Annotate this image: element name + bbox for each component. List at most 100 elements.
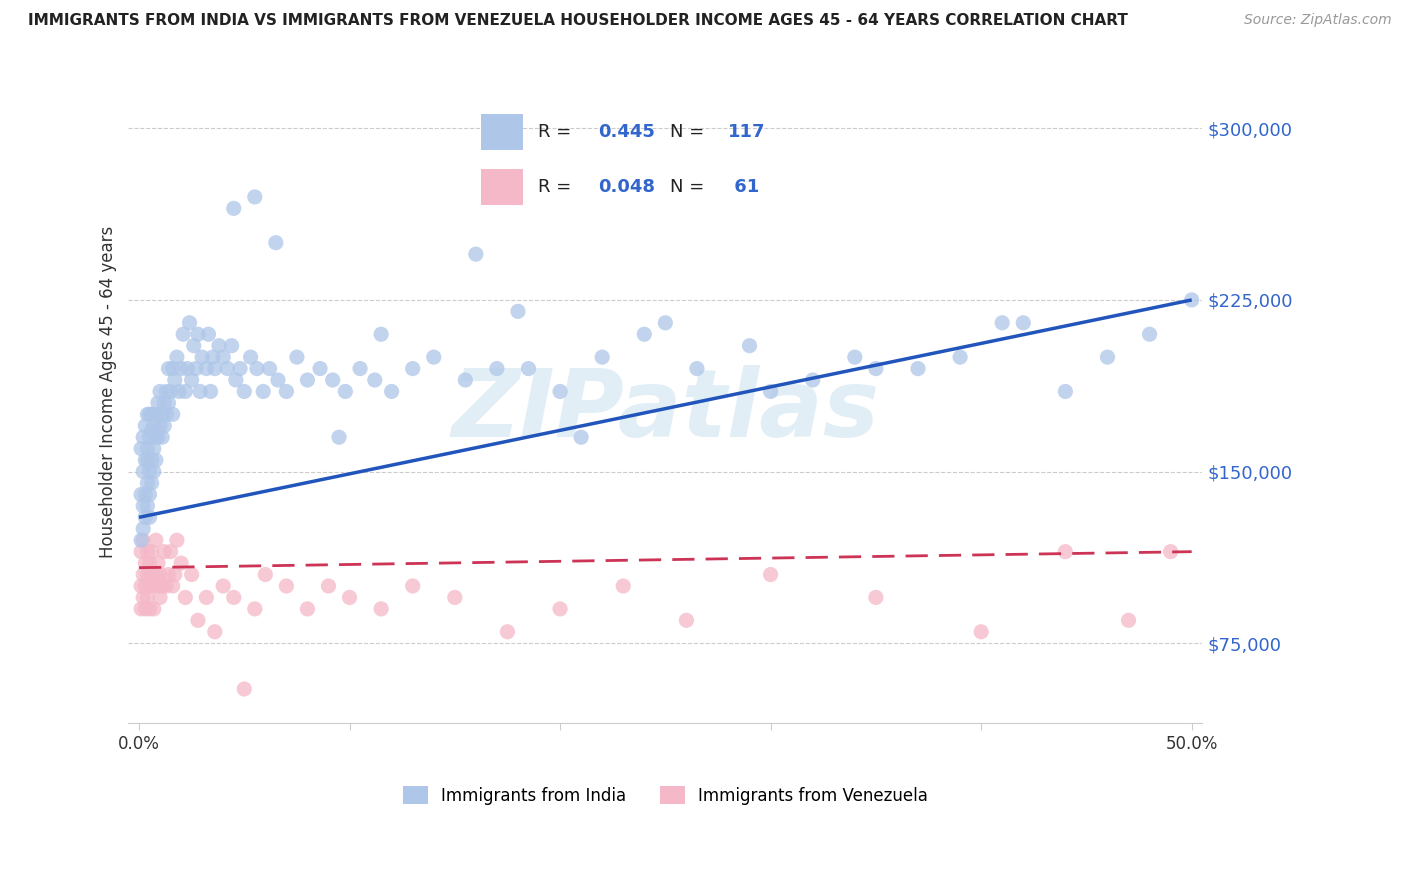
Point [136, 475, 159, 490]
Point [162, 361, 184, 376]
Point [141, 475, 163, 490]
Point [496, 624, 519, 639]
Legend: Immigrants from India, Immigrants from Venezuela: Immigrants from India, Immigrants from V… [395, 778, 936, 813]
Point [364, 373, 387, 387]
Point [138, 579, 160, 593]
Point [402, 579, 425, 593]
Point [138, 408, 160, 422]
Point [145, 453, 167, 467]
Point [339, 591, 361, 605]
Point [548, 602, 571, 616]
Point [132, 430, 155, 444]
Point [233, 681, 256, 696]
Point [949, 350, 972, 364]
Point [157, 567, 180, 582]
Point [759, 384, 782, 399]
Point [485, 361, 508, 376]
Point [204, 361, 226, 376]
Point [243, 602, 266, 616]
Point [136, 591, 159, 605]
Point [166, 350, 188, 364]
Point [200, 384, 222, 399]
Y-axis label: Householder Income Ages 45 - 64 years: Householder Income Ages 45 - 64 years [100, 226, 117, 558]
Point [675, 613, 697, 627]
Point [1160, 544, 1182, 558]
Point [318, 579, 340, 593]
Point [276, 579, 298, 593]
Point [129, 442, 152, 456]
Point [153, 396, 176, 410]
Point [134, 510, 156, 524]
Text: Source: ZipAtlas.com: Source: ZipAtlas.com [1244, 13, 1392, 28]
Point [633, 327, 655, 342]
Point [132, 499, 155, 513]
Point [134, 453, 156, 467]
Point [157, 396, 180, 410]
Point [970, 624, 993, 639]
Point [142, 602, 165, 616]
Point [132, 522, 155, 536]
Point [170, 556, 193, 570]
Point [138, 487, 160, 501]
Point [138, 510, 160, 524]
Point [180, 567, 202, 582]
Point [591, 350, 613, 364]
Point [1181, 293, 1204, 307]
Point [454, 373, 477, 387]
Point [136, 499, 159, 513]
Point [443, 591, 465, 605]
Point [136, 567, 159, 582]
Point [141, 453, 163, 467]
Point [548, 384, 571, 399]
Point [145, 408, 167, 422]
Point [167, 384, 190, 399]
Point [328, 430, 350, 444]
Point [212, 579, 235, 593]
Point [259, 361, 281, 376]
Point [264, 235, 287, 250]
Point [423, 350, 446, 364]
Point [150, 579, 173, 593]
Point [162, 408, 184, 422]
Point [146, 430, 169, 444]
Point [381, 384, 404, 399]
Point [1054, 544, 1077, 558]
Point [174, 591, 197, 605]
Point [297, 373, 319, 387]
Point [1054, 384, 1077, 399]
Point [136, 442, 159, 456]
Point [225, 373, 247, 387]
Point [801, 373, 824, 387]
Point [170, 361, 193, 376]
Point [145, 533, 167, 548]
Point [402, 361, 425, 376]
Point [141, 408, 163, 422]
Point [222, 591, 245, 605]
Point [1118, 613, 1140, 627]
Point [370, 602, 392, 616]
Point [254, 567, 277, 582]
Point [204, 624, 226, 639]
Point [208, 339, 231, 353]
Point [907, 361, 929, 376]
Point [142, 465, 165, 479]
Point [1097, 350, 1119, 364]
Point [141, 544, 163, 558]
Point [195, 591, 218, 605]
Point [149, 567, 172, 582]
Point [129, 533, 152, 548]
Point [153, 544, 176, 558]
Point [174, 384, 197, 399]
Point [138, 556, 160, 570]
Point [163, 567, 186, 582]
Point [188, 384, 211, 399]
Point [132, 533, 155, 548]
Point [1012, 316, 1035, 330]
Point [229, 361, 252, 376]
Point [134, 602, 156, 616]
Point [142, 418, 165, 433]
Point [176, 361, 198, 376]
Point [243, 190, 266, 204]
Point [141, 423, 163, 437]
Point [132, 591, 155, 605]
